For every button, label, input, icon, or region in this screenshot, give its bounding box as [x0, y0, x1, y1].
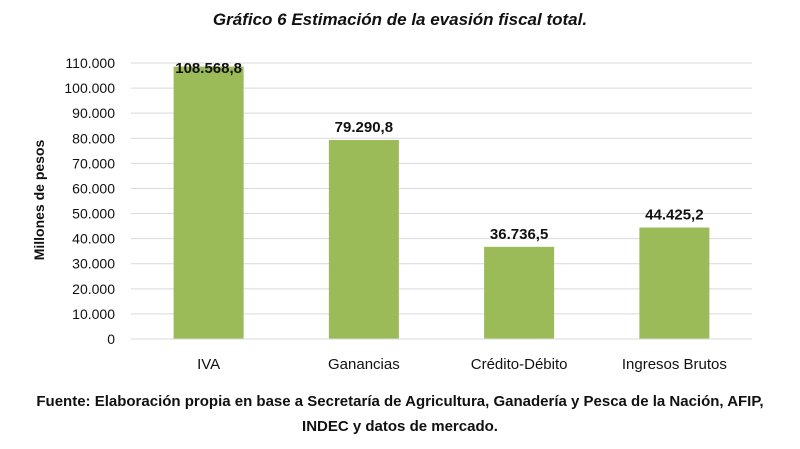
data-label: 36.736,5 — [490, 226, 548, 243]
y-tick-label: 10.000 — [72, 306, 115, 322]
y-tick-label: 0 — [107, 331, 115, 347]
y-tick-label: 90.000 — [72, 105, 115, 121]
bar-iva — [173, 66, 244, 340]
source-note: Fuente: Elaboración propia en base a Sec… — [36, 393, 764, 435]
data-label: 44.425,2 — [645, 207, 703, 224]
bar-chart: 0 10.000 20.000 30.000 40.000 50.000 60.000 70.… — [31, 55, 752, 373]
y-tick-label: 60.000 — [72, 180, 115, 196]
bar-cr-dito-d-bito — [484, 246, 555, 339]
y-tick-label: 80.000 — [72, 130, 115, 146]
x-category-label: Crédito-Débito — [471, 356, 568, 373]
x-category-label: Ganancias — [328, 356, 400, 373]
bar-ingresos-brutos — [639, 227, 710, 339]
data-labels: 108.568,8 79.290,8 36.736,5 44.425,2 — [175, 60, 703, 243]
y-tick-label: 50.000 — [72, 206, 115, 222]
y-axis-label: Millones de pesos — [31, 139, 47, 260]
bars — [173, 66, 710, 340]
x-category-label: IVA — [197, 356, 220, 373]
y-tick-label: 30.000 — [72, 256, 115, 272]
data-label: 79.290,8 — [335, 119, 393, 136]
y-tick-label: 100.000 — [64, 80, 115, 96]
y-tick-label: 40.000 — [72, 231, 115, 247]
y-tick-label: 20.000 — [72, 281, 115, 297]
chart-title: Gráfico 6 Estimación de la evasión fisca… — [212, 10, 588, 29]
y-tick-label: 70.000 — [72, 155, 115, 171]
x-category-label: Ingresos Brutos — [622, 356, 727, 373]
y-tick-label: 110.000 — [65, 55, 115, 71]
data-label: 108.568,8 — [175, 60, 242, 77]
bar-ganancias — [328, 140, 399, 339]
y-axis-ticks: 0 10.000 20.000 30.000 40.000 50.000 60.000 70.… — [64, 55, 115, 347]
x-axis-categories: IVA Ganancias Crédito-Débito Ingresos Bruto… — [197, 356, 727, 373]
